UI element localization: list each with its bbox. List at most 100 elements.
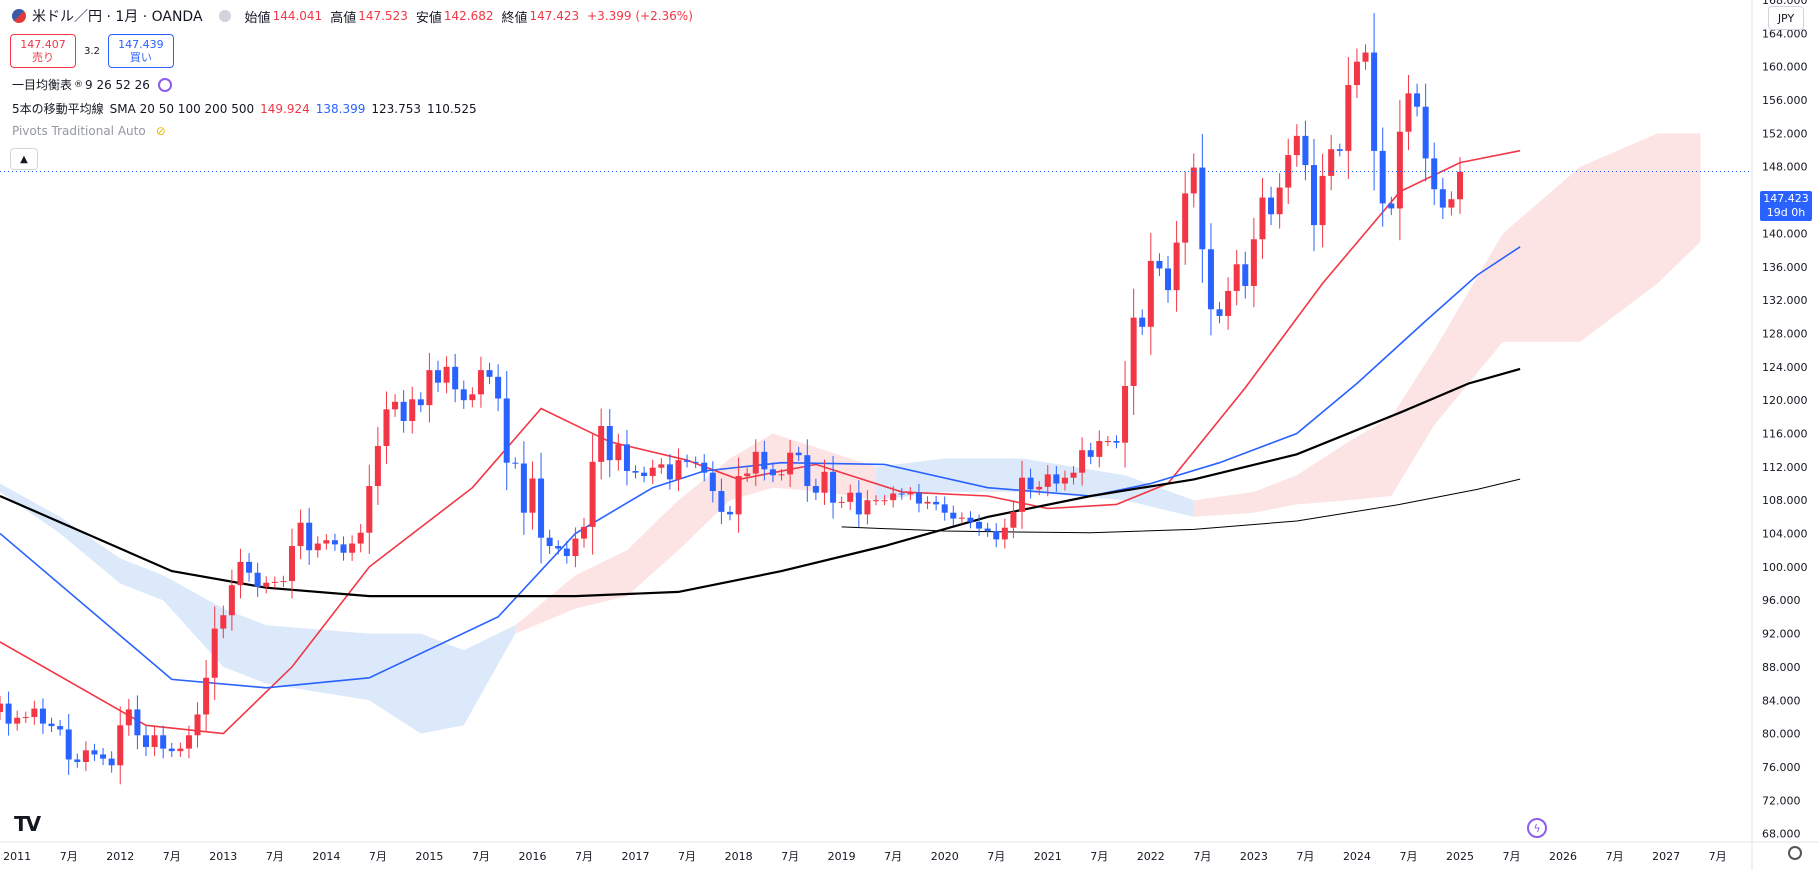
candle-body <box>1104 441 1111 443</box>
price-tick-label: 128.000 <box>1762 327 1808 340</box>
trade-panel: 147.407 売り 3.2 147.439 買い <box>10 34 174 68</box>
candle-body <box>589 461 596 527</box>
candle-body <box>288 546 296 582</box>
candle-body <box>31 708 38 717</box>
candle-body <box>374 446 381 487</box>
candle-body <box>297 522 304 547</box>
time-tick-label: 7月 <box>163 850 181 863</box>
moving-averages <box>0 149 1521 735</box>
price-tick-label: 140.000 <box>1762 227 1808 240</box>
buy-price: 147.439 <box>118 38 164 51</box>
candle-body <box>684 460 691 462</box>
candle-body <box>1207 249 1214 310</box>
usd-jpy-flag-icon <box>12 9 26 23</box>
indicator-sma[interactable]: 5本の移動平均線 SMA 20 50 100 200 500 149.924 1… <box>12 100 477 117</box>
candle-body <box>392 401 399 410</box>
candle-body <box>211 628 218 678</box>
current-price-value: 147.423 <box>1763 192 1809 205</box>
sell-price: 147.407 <box>20 38 66 51</box>
time-tick-label: 2023 <box>1240 850 1268 863</box>
candle-body <box>1190 167 1197 194</box>
price-tick-label: 112.000 <box>1762 461 1808 474</box>
refresh-icon[interactable] <box>157 77 172 92</box>
current-price-tag: 147.423 19d 0h <box>1760 191 1812 221</box>
price-axis[interactable]: 68.000 72.000 76.000 80.000 84.000 88.000 92.0… <box>1762 0 1808 841</box>
cloud-bullish <box>515 433 876 634</box>
time-tick-label: 7月 <box>369 850 387 863</box>
currency-selector[interactable]: JPY <box>1768 6 1804 30</box>
indicator-ichimoku[interactable]: 一目均衡表 ® 9 26 52 26 <box>12 76 172 93</box>
candle-body <box>452 366 459 390</box>
lightning-icon[interactable]: ϟ <box>1527 818 1547 838</box>
price-tick-label: 132.000 <box>1762 294 1808 307</box>
candle-body <box>1242 264 1249 286</box>
sma-20-line <box>0 149 1521 735</box>
time-axis[interactable]: 2011 7月 2012 7月 2013 7月 2014 7月 2015 7月 2016 7月 2017… <box>3 850 1726 863</box>
candle-body <box>1396 131 1403 209</box>
time-tick-label: 2026 <box>1549 850 1577 863</box>
candle-body <box>907 492 914 495</box>
time-tick-label: 7月 <box>1606 850 1624 863</box>
candle-body <box>39 708 46 724</box>
registered-mark: ® <box>74 79 84 90</box>
tradingview-logo[interactable]: TV <box>14 812 41 836</box>
candle-body <box>795 452 802 456</box>
candle-body <box>1259 197 1266 240</box>
candle-body <box>812 486 819 493</box>
price-tick-label: 160.000 <box>1762 61 1808 74</box>
candle-body <box>349 543 356 553</box>
candle-body <box>658 464 665 468</box>
candle-body <box>254 572 261 587</box>
time-tick-label: 7月 <box>1296 850 1314 863</box>
candle-body <box>1147 260 1154 327</box>
price-tick-label: 80.000 <box>1762 728 1801 741</box>
sma200-value: 110.525 <box>427 101 477 116</box>
time-tick-label: 2027 <box>1652 850 1680 863</box>
candle-body <box>1036 486 1043 490</box>
candle-body <box>1250 239 1257 286</box>
candle-body <box>477 370 484 395</box>
candle-body <box>237 561 244 586</box>
candle-body <box>1018 477 1026 512</box>
time-tick-label: 2024 <box>1343 850 1371 863</box>
sma100-value: 123.753 <box>371 101 422 116</box>
eye-off-icon[interactable]: ⊘ <box>155 124 166 138</box>
indicator-pivots[interactable]: Pivots Traditional Auto ⊘ <box>12 124 166 138</box>
candle-body <box>434 370 442 383</box>
candle-body <box>761 451 768 470</box>
candle-body <box>855 492 862 515</box>
candle-body <box>1225 290 1232 316</box>
candle-body <box>1448 199 1455 208</box>
candle-body <box>125 709 132 726</box>
collapse-legend-button[interactable]: ▲ <box>10 148 38 170</box>
candle-body <box>1439 189 1446 208</box>
candle-body <box>993 531 1000 540</box>
price-tick-label: 124.000 <box>1762 361 1808 374</box>
time-tick-label: 7月 <box>884 850 902 863</box>
price-tick-label: 104.000 <box>1762 528 1808 541</box>
candle-body <box>503 398 510 463</box>
candle-body <box>1139 317 1146 327</box>
candle-body <box>1431 158 1438 190</box>
symbol-title[interactable]: 米ドル／円 · 1月 · OANDA <box>32 9 203 25</box>
candle-body <box>203 677 210 715</box>
candle-body <box>623 444 630 472</box>
time-tick-label: 7月 <box>1709 850 1727 863</box>
candle-body <box>752 451 759 474</box>
candle-body <box>821 471 828 493</box>
candle-body <box>1001 527 1008 540</box>
time-tick-label: 2025 <box>1446 850 1474 863</box>
candle-body <box>48 723 55 727</box>
buy-button[interactable]: 147.439 買い <box>107 34 174 68</box>
candle-body <box>469 394 476 401</box>
candle-body <box>1087 450 1094 457</box>
gear-icon[interactable] <box>1788 846 1802 860</box>
sell-button[interactable]: 147.407 売り <box>10 34 76 68</box>
candle-body <box>1233 264 1240 291</box>
time-tick-label: 2018 <box>725 850 753 863</box>
candle-body <box>1276 187 1283 215</box>
candle-body <box>177 748 184 752</box>
candle-body <box>1422 106 1429 159</box>
ichimoku-params: 9 26 52 26 <box>85 77 150 92</box>
